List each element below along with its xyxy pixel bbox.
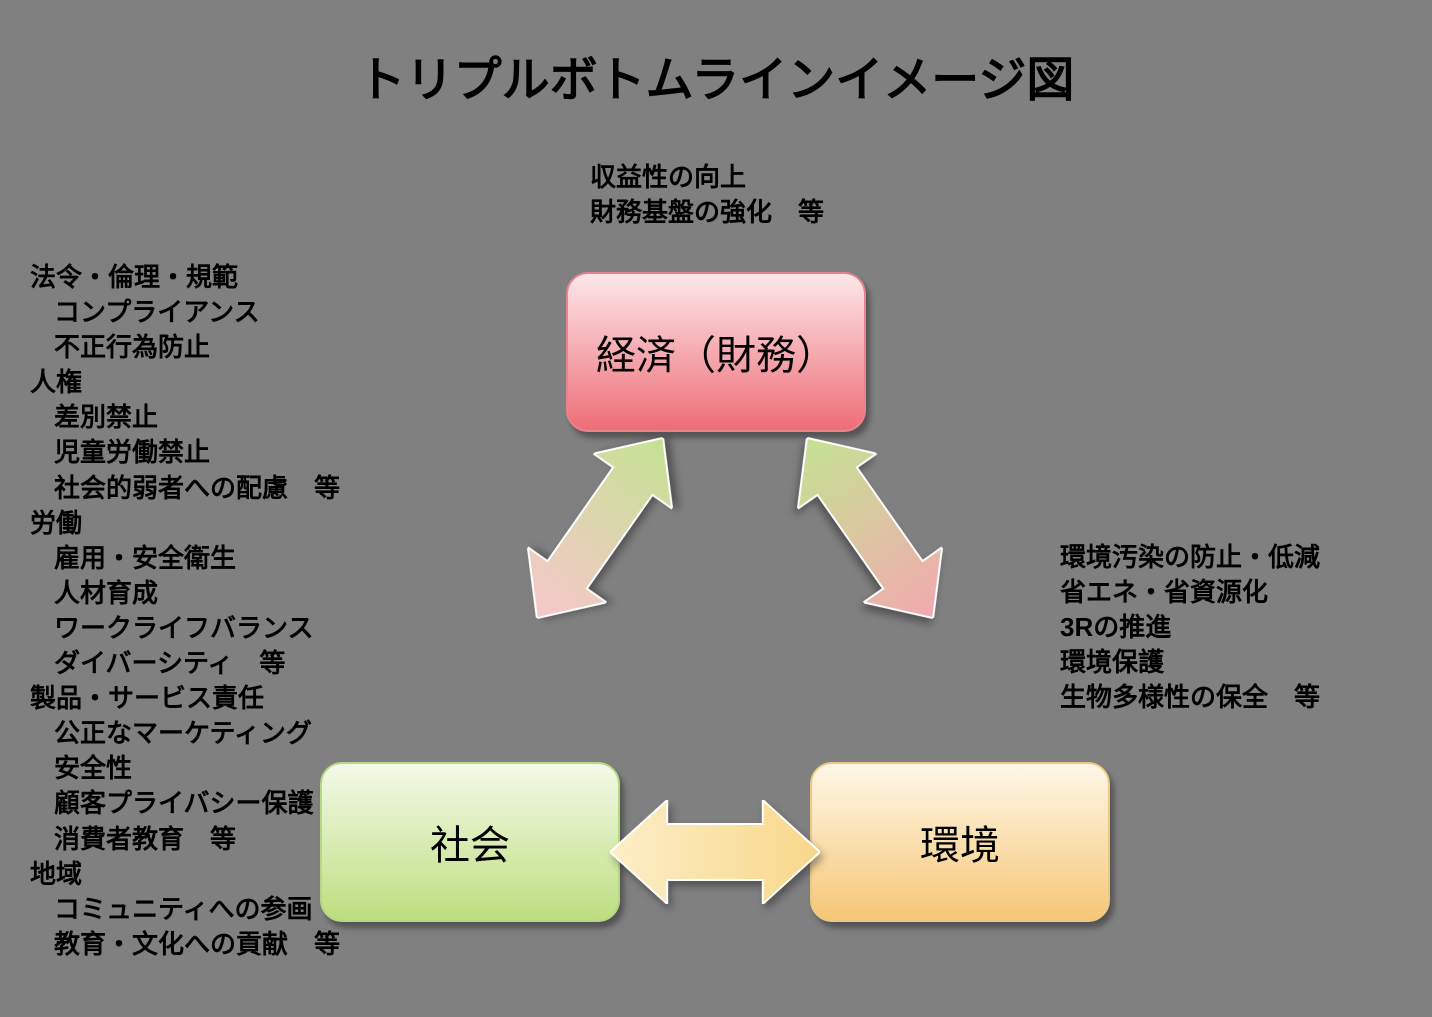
arrow-economy-environment <box>768 410 973 645</box>
node-society-label: 社会 <box>430 813 510 871</box>
annotation-line: 財務基盤の強化 等 <box>590 195 824 230</box>
annotation-line: 環境汚染の防止・低減 <box>1060 540 1320 575</box>
annotation-line: 環境保護 <box>1060 645 1320 680</box>
annotation-group-item: 差別禁止 <box>30 400 340 435</box>
annotation-group-header: 労働 <box>30 506 340 541</box>
annotation-group-item: コミュニティへの参画 <box>30 892 340 927</box>
annotation-group-item: 安全性 <box>30 751 340 786</box>
annotation-group-item: 教育・文化への貢献 等 <box>30 927 340 962</box>
arrow-society-environment <box>610 800 820 904</box>
annotation-group-item: 児童労働禁止 <box>30 435 340 470</box>
annotation-line: 省エネ・省資源化 <box>1060 575 1320 610</box>
annotation-group-header: 地域 <box>30 857 340 892</box>
annotation-line: 3Rの推進 <box>1060 610 1320 645</box>
annotation-line: 収益性の向上 <box>590 160 824 195</box>
node-environment: 環境 <box>810 762 1110 922</box>
annotation-group-item: 雇用・安全衛生 <box>30 541 340 576</box>
node-economy-label: 経済（財務） <box>596 323 836 381</box>
diagram-title: トリプルボトムラインイメージ図 <box>0 40 1432 110</box>
annotation-group-header: 法令・倫理・規範 <box>30 260 340 295</box>
annotation-line: 生物多様性の保全 等 <box>1060 680 1320 715</box>
annotation-group-item: 公正なマーケティング <box>30 716 340 751</box>
annotation-group-item: 人材育成 <box>30 576 340 611</box>
annotation-group-item: 顧客プライバシー保護 <box>30 786 340 821</box>
annotation-environment: 環境汚染の防止・低減省エネ・省資源化3Rの推進環境保護生物多様性の保全 等 <box>1060 540 1320 715</box>
annotation-group-header: 製品・サービス責任 <box>30 681 340 716</box>
annotation-group-header: 人権 <box>30 365 340 400</box>
annotation-group-item: ダイバーシティ 等 <box>30 646 340 681</box>
annotation-group-item: ワークライフバランス <box>30 611 340 646</box>
arrow-economy-society <box>498 410 703 645</box>
node-environment-label: 環境 <box>920 813 1000 871</box>
annotation-group-item: 消費者教育 等 <box>30 822 340 857</box>
annotation-group-item: コンプライアンス <box>30 295 340 330</box>
annotation-group-item: 社会的弱者への配慮 等 <box>30 471 340 506</box>
annotation-economy: 収益性の向上財務基盤の強化 等 <box>590 160 824 230</box>
annotation-group-item: 不正行為防止 <box>30 330 340 365</box>
annotation-society: 法令・倫理・規範コンプライアンス不正行為防止人権差別禁止児童労働禁止社会的弱者へ… <box>30 260 340 962</box>
node-society: 社会 <box>320 762 620 922</box>
node-economy: 経済（財務） <box>566 272 866 432</box>
